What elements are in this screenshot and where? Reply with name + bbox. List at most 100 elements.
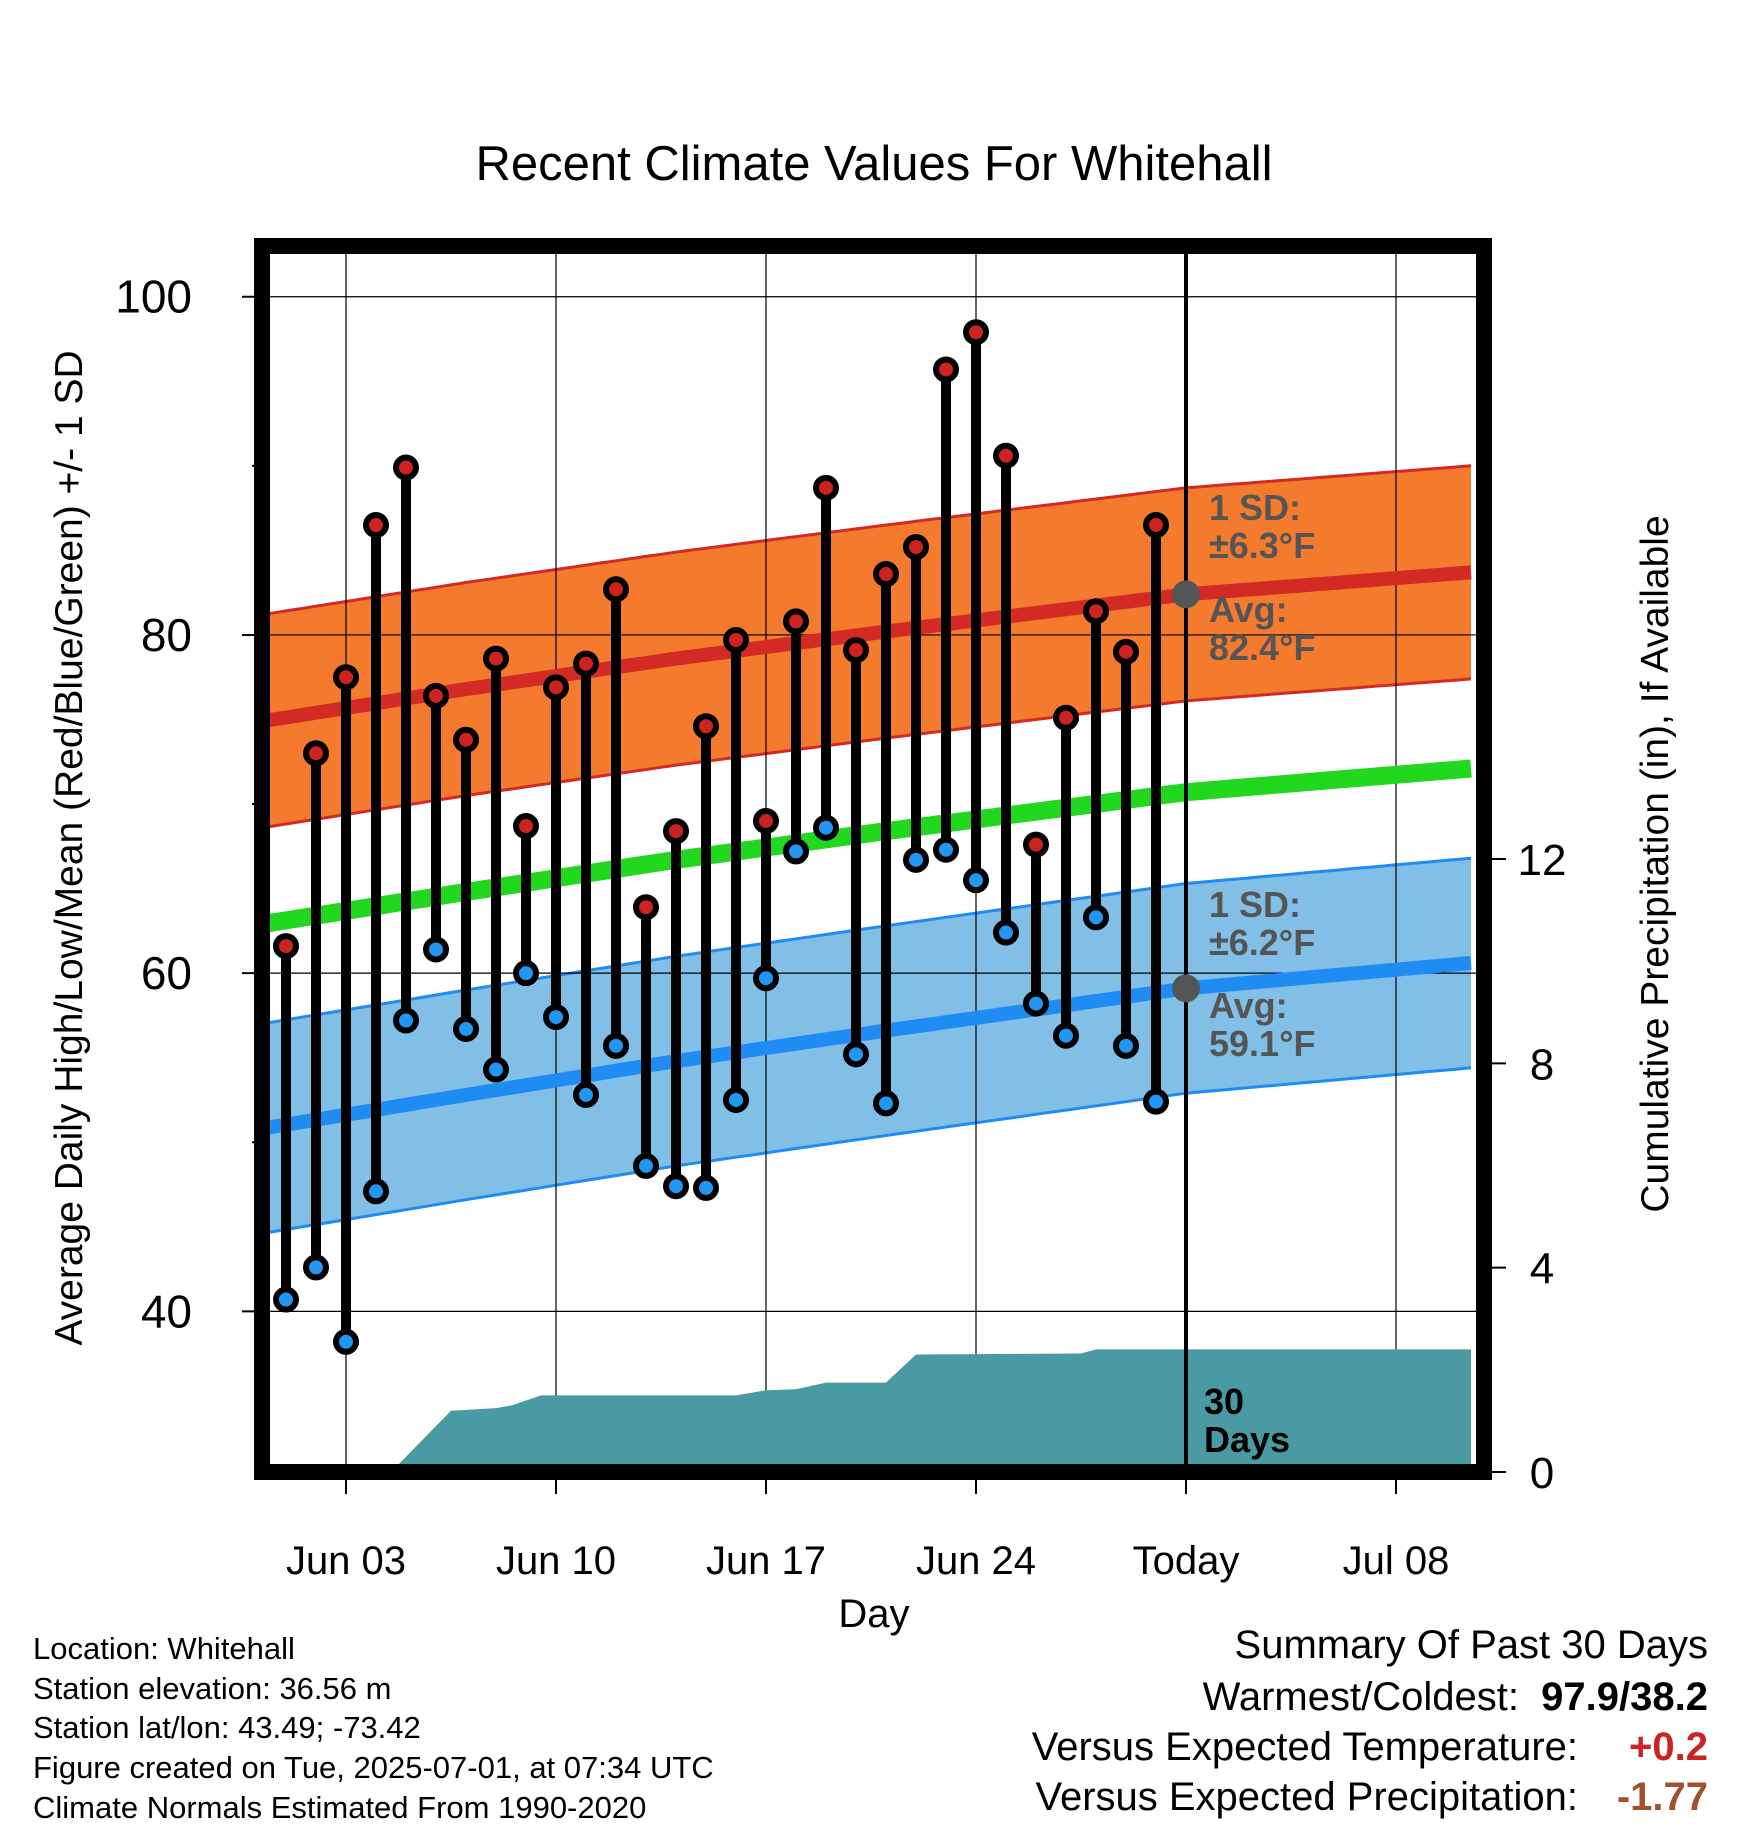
daily-high-point [453,726,479,753]
daily-high-point [633,894,659,921]
y-tick-label: 80 [141,609,192,661]
daily-low-point [1053,1022,1079,1049]
daily-low-point [603,1032,629,1059]
x-tick-label: Jun 10 [496,1539,616,1583]
daily-high-point [543,674,569,701]
info-latlon: Station lat/lon: 43.49; -73.42 [33,1710,421,1745]
summary-temp-value: +0.2 [1629,1725,1708,1769]
summary-warmest: Warmest/Coldest: 97.9/38.2 [1203,1677,1708,1717]
daily-high-point [483,645,509,672]
daily-high-point [303,740,329,767]
high-avg-annotation-line: Avg: [1209,589,1288,630]
daily-high-point [393,454,419,481]
daily-low-point [273,1286,299,1313]
y2-tick-label: 0 [1530,1449,1554,1498]
plot-frame [254,238,1492,1480]
info-created: Figure created on Tue, 2025-07-01, at 07… [33,1750,714,1785]
high-sd-annotation-line: ±6.3°F [1209,525,1315,566]
y2-axis-label: Cumulative Precipitation (in), If Availa… [1634,515,1677,1212]
daily-low-point [873,1090,899,1117]
daily-low-point [963,867,989,894]
daily-low-point [663,1173,689,1200]
daily-low-point [633,1152,659,1179]
daily-low-point [813,814,839,841]
daily-low-point [303,1254,329,1281]
summary-title: Summary Of Past 30 Days [1235,1625,1708,1665]
daily-high-point [363,512,389,539]
y-tick-label: 40 [141,1285,192,1337]
daily-high-point [1053,704,1079,731]
daily-high-point [993,442,1019,469]
y2-tick-label: 12 [1518,836,1567,885]
daily-high-point [723,627,749,654]
y-axis-label: Average Daily High/Low/Mean (Red/Blue/Gr… [48,350,91,1345]
precip-area [391,1349,1471,1472]
daily-low-point [543,1004,569,1031]
daily-low-point [453,1015,479,1042]
daily-low-point [423,936,449,963]
y2-tick-label: 4 [1530,1245,1554,1294]
daily-high-point [753,807,779,834]
daily-high-point [573,650,599,677]
high-avg-annotation: Avg: 82.4°F [1209,589,1315,668]
low-sd-band [262,858,1471,1234]
daily-low-point [513,960,539,987]
daily-high-point [843,637,869,664]
daily-low-point [573,1081,599,1108]
daily-low-point [1143,1088,1169,1115]
summary-warmest-value: 97.9/38.2 [1541,1675,1708,1719]
daily-high-point [1083,598,1109,625]
x-axis-label: Day [838,1592,909,1636]
high-sd-annotation: 1 SD: ±6.3°F [1209,487,1315,566]
daily-low-point [693,1174,719,1201]
summary-warmest-label: Warmest/Coldest: [1202,1675,1519,1719]
high-avg-marker [1172,580,1200,609]
daily-low-point [393,1007,419,1034]
summary-precip-value: -1.77 [1616,1775,1708,1819]
low-sd-annotation: 1 SD: ±6.2°F [1209,884,1315,963]
daily-high-point [423,682,449,709]
daily-high-point [903,534,929,561]
x-tick-label: Jul 08 [1343,1539,1450,1583]
daily-high-point [1113,638,1139,665]
low-avg-annotation-line: Avg: [1209,985,1288,1026]
daily-high-point [513,813,539,840]
daily-low-point [783,838,809,865]
summary-precip-label: Versus Expected Precipitation: [1035,1775,1578,1819]
info-location: Location: Whitehall [33,1631,295,1666]
daily-low-point [933,836,959,863]
high-sd-upper-line [262,464,1472,617]
days-annotation: 30 Days [1204,1381,1290,1460]
days-annotation-line: Days [1204,1419,1290,1460]
daily-high-point [783,608,809,635]
summary-title-text: Summary Of Past 30 Days [1234,1623,1708,1667]
daily-high-point [663,818,689,845]
x-tick-label: Today [1133,1539,1240,1583]
info-elevation: Station elevation: 36.56 m [33,1671,392,1706]
daily-low-point [753,965,779,992]
low-sd-annotation-line: 1 SD: [1209,884,1301,925]
summary-temp-label: Versus Expected Temperature: [1031,1725,1578,1769]
daily-low-point [903,846,929,873]
low-avg-annotation-line: 59.1°F [1209,1023,1315,1064]
summary-temp: Versus Expected Temperature: +0.2 [1032,1727,1708,1767]
daily-high-point [1023,831,1049,858]
daily-high-point [603,576,629,603]
low-sd-annotation-line: ±6.2°F [1209,922,1315,963]
info-normals: Climate Normals Estimated From 1990-2020 [33,1790,647,1825]
daily-high-point [813,474,839,501]
x-tick-label: Jun 03 [286,1539,406,1583]
high-sd-annotation-line: 1 SD: [1209,487,1301,528]
daily-low-point [723,1086,749,1113]
summary-precip: Versus Expected Precipitation: -1.77 [1035,1777,1708,1817]
daily-high-point [933,356,959,383]
daily-high-point [1143,512,1169,539]
low-avg-marker [1172,974,1200,1003]
y-tick-label: 60 [141,947,192,999]
daily-low-point [1083,904,1109,931]
chart-title: Recent Climate Values For Whitehall [475,137,1272,191]
daily-low-point [333,1328,359,1355]
high-avg-annotation-line: 82.4°F [1209,627,1315,668]
